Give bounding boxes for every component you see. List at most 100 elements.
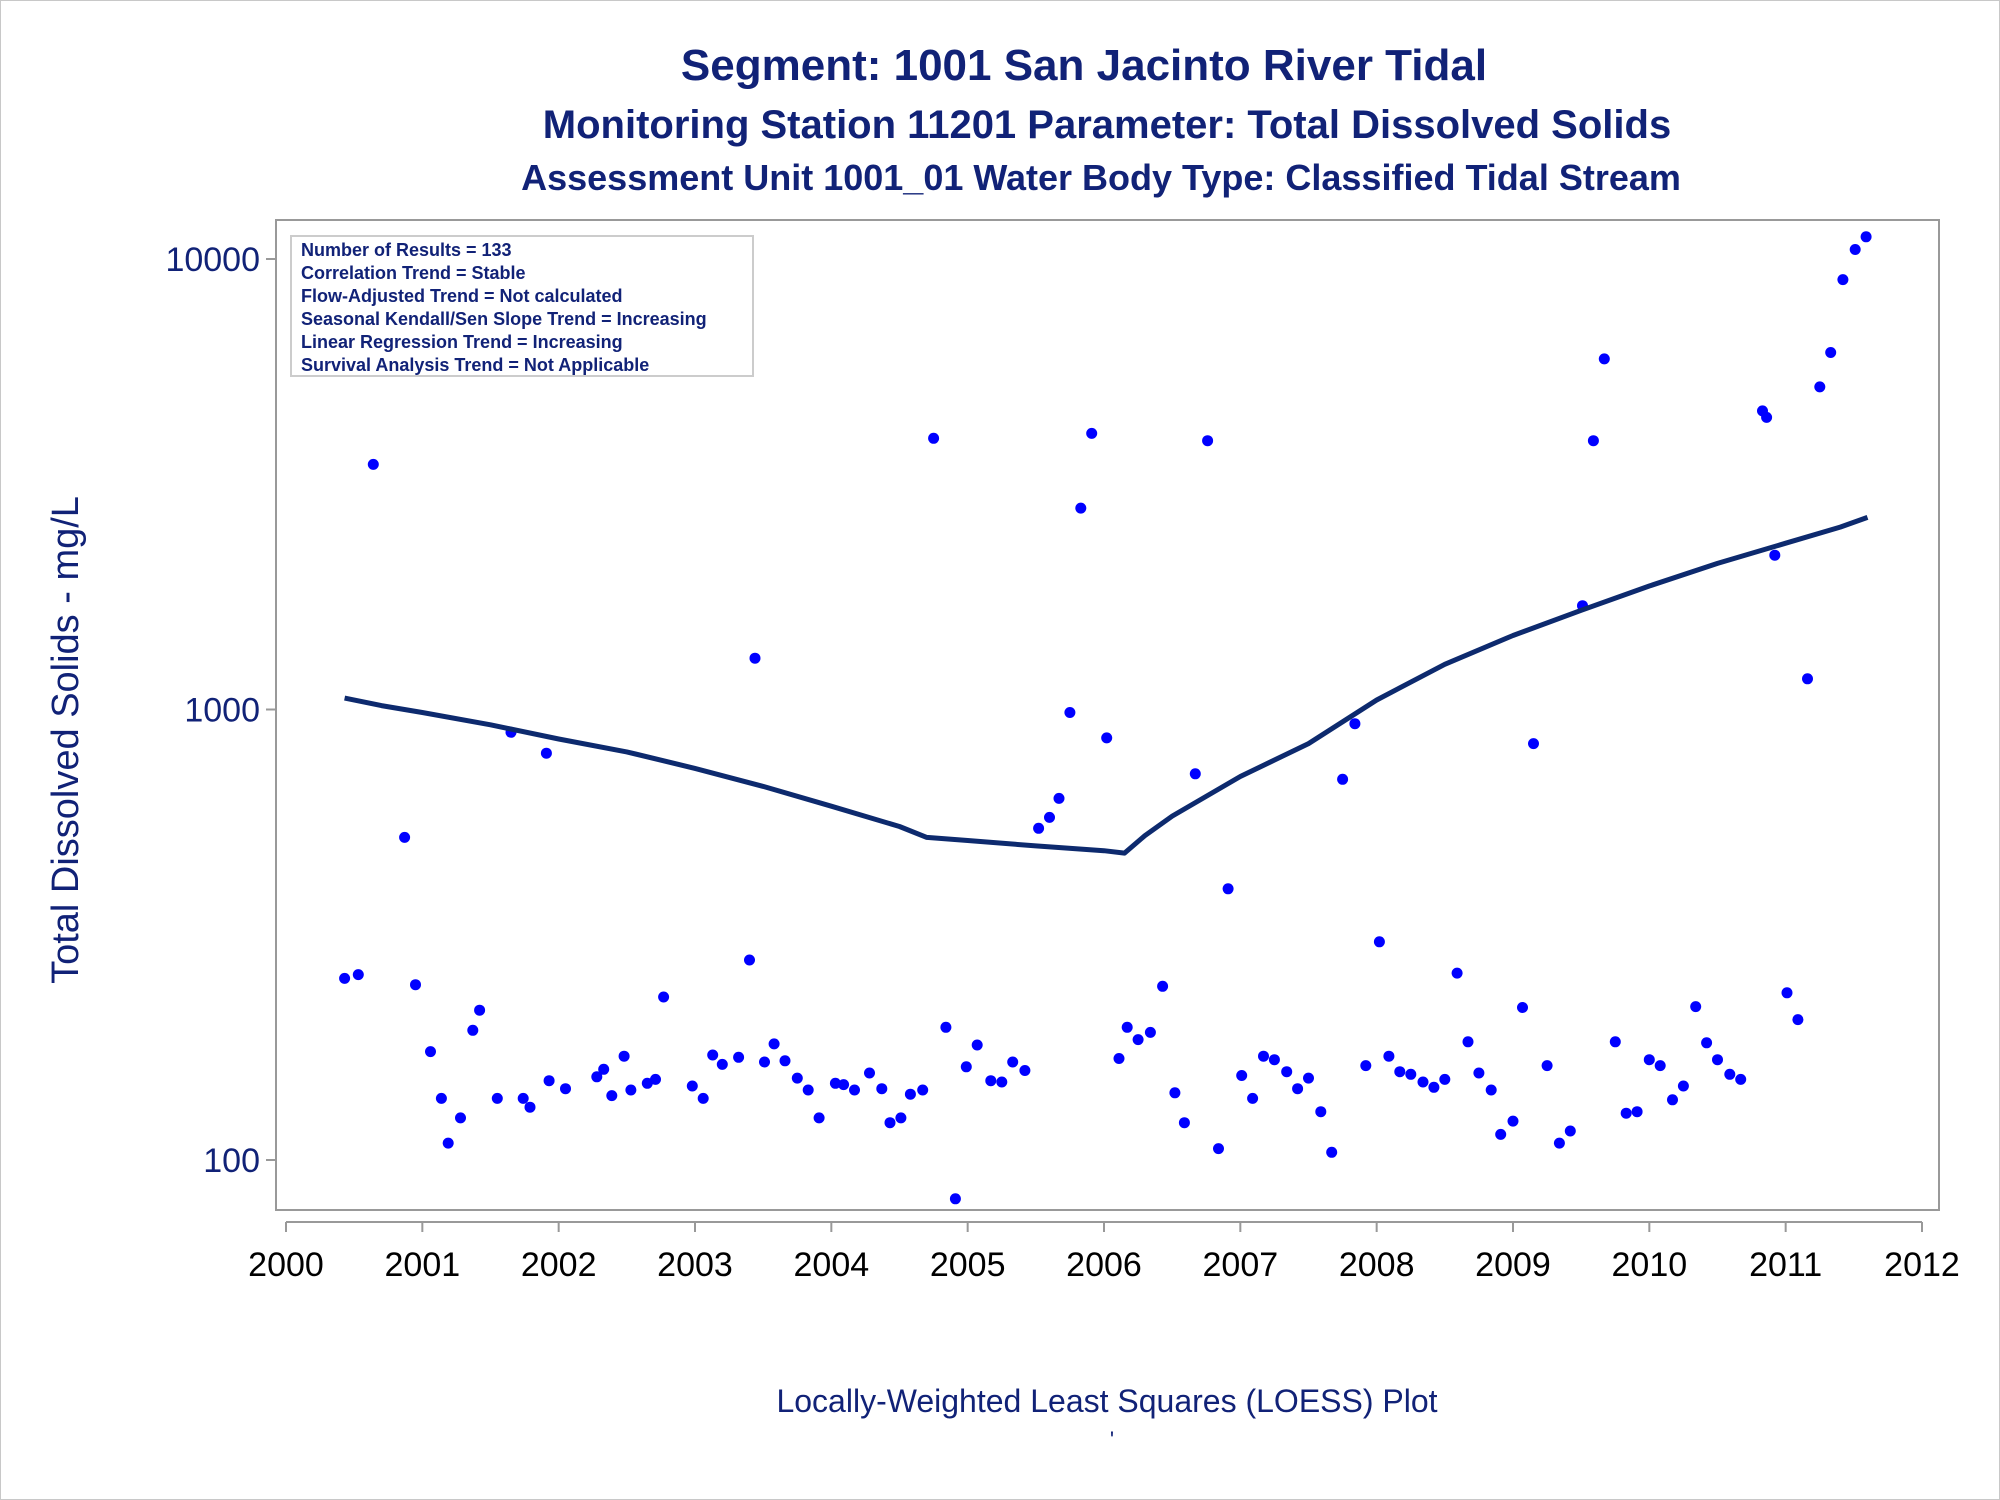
stats-box: Number of Results = 133 Correlation Tren… xyxy=(290,235,754,377)
data-point xyxy=(455,1112,466,1124)
y-tick-label: 10000 xyxy=(165,241,260,279)
data-point xyxy=(940,1021,952,1033)
x-tick-label: 2002 xyxy=(521,1246,597,1284)
data-point xyxy=(1781,987,1793,999)
data-point xyxy=(1587,435,1599,447)
data-point xyxy=(1769,549,1781,561)
data-point xyxy=(1086,427,1098,439)
x-tick-label: 2012 xyxy=(1884,1246,1960,1284)
data-point xyxy=(759,1056,770,1068)
chart-title: Segment: 1001 San Jacinto River Tidal xyxy=(681,41,1487,90)
data-point xyxy=(1113,1053,1125,1064)
data-point xyxy=(802,1084,814,1096)
data-point xyxy=(1033,822,1045,834)
footnote-mark: ' xyxy=(1110,1427,1114,1452)
data-point xyxy=(1473,1067,1485,1079)
data-point xyxy=(1701,1037,1713,1049)
data-point xyxy=(1144,1026,1156,1038)
data-point xyxy=(733,1051,745,1063)
data-point xyxy=(1236,1070,1248,1081)
data-point xyxy=(884,1117,896,1129)
x-tick-label: 2004 xyxy=(794,1246,870,1284)
data-point xyxy=(560,1083,571,1095)
data-point xyxy=(1064,707,1076,718)
data-point xyxy=(1157,980,1169,992)
y-axis-label: Total Dissolved Solids - mg/L xyxy=(45,496,87,984)
footnote: Locally-Weighted Least Squares (LOESS) P… xyxy=(776,1383,1437,1419)
data-point xyxy=(591,1071,603,1083)
data-point xyxy=(1417,1076,1429,1088)
x-tick-label: 2007 xyxy=(1203,1246,1279,1284)
data-point xyxy=(442,1137,454,1149)
data-point xyxy=(1169,1087,1181,1099)
data-point xyxy=(658,991,670,1003)
data-point xyxy=(367,458,379,470)
data-point xyxy=(606,1090,618,1102)
data-point xyxy=(744,954,755,966)
data-point xyxy=(1643,1054,1655,1066)
x-tick-label: 2003 xyxy=(657,1246,733,1284)
data-point xyxy=(1075,502,1087,514)
data-point xyxy=(1654,1060,1666,1072)
stats-box-border xyxy=(290,235,754,377)
data-point xyxy=(524,1101,536,1113)
data-point xyxy=(598,1063,610,1075)
data-point xyxy=(1495,1128,1507,1140)
data-point xyxy=(779,1055,791,1067)
x-tick-label: 2005 xyxy=(930,1246,1006,1284)
data-point xyxy=(641,1077,653,1089)
data-point xyxy=(1101,732,1113,744)
data-point xyxy=(1268,1054,1280,1066)
data-point xyxy=(928,432,940,444)
data-point xyxy=(1258,1050,1269,1062)
data-point xyxy=(1792,1014,1804,1026)
data-point xyxy=(1564,1125,1576,1137)
data-point xyxy=(1178,1117,1190,1129)
data-point xyxy=(1761,411,1773,423)
y-tick-label: 1000 xyxy=(184,692,260,730)
data-point xyxy=(813,1112,825,1124)
data-point xyxy=(491,1092,503,1104)
data-point xyxy=(1349,718,1361,730)
data-point xyxy=(971,1039,983,1051)
data-point xyxy=(1553,1137,1565,1149)
data-point xyxy=(1053,792,1065,804)
stat-linear-regression-trend: Linear Regression Trend = Increasing xyxy=(301,332,623,352)
data-point xyxy=(339,972,351,984)
data-point xyxy=(1609,1036,1621,1048)
x-tick-label: 2009 xyxy=(1475,1246,1551,1284)
y-axis: 100 1000 10000 Total Dissolved Solids - mg… xyxy=(45,220,277,1210)
x-tick-label: 2010 xyxy=(1612,1246,1688,1284)
x-tick-label: 2006 xyxy=(1066,1246,1142,1284)
data-point xyxy=(1222,883,1234,895)
data-point xyxy=(1121,1021,1133,1033)
data-point xyxy=(1292,1083,1304,1095)
data-point xyxy=(1373,936,1385,948)
data-point xyxy=(517,1092,529,1104)
data-point xyxy=(1837,274,1849,286)
data-point xyxy=(352,969,364,981)
data-point xyxy=(960,1061,972,1073)
data-points xyxy=(339,231,1872,1205)
data-point xyxy=(829,1077,841,1089)
data-point xyxy=(1690,1001,1702,1013)
data-point xyxy=(1631,1106,1643,1118)
data-point xyxy=(1507,1115,1519,1127)
data-point xyxy=(1485,1084,1497,1096)
data-point xyxy=(849,1084,860,1096)
stat-correlation-trend: Correlation Trend = Stable xyxy=(301,263,526,283)
data-point xyxy=(768,1038,780,1050)
data-point xyxy=(1598,353,1610,365)
data-point xyxy=(697,1092,709,1104)
stat-seasonal-kendall-trend: Seasonal Kendall/Sen Slope Trend = Incre… xyxy=(301,309,707,329)
data-point xyxy=(425,1046,436,1058)
data-point xyxy=(716,1058,728,1070)
data-point xyxy=(791,1072,803,1084)
data-point xyxy=(1528,738,1539,750)
data-point xyxy=(625,1084,637,1096)
data-point xyxy=(1337,773,1349,785)
data-point xyxy=(1189,768,1201,780)
data-point xyxy=(1712,1054,1723,1066)
data-point xyxy=(876,1083,888,1095)
data-point xyxy=(543,1075,555,1087)
